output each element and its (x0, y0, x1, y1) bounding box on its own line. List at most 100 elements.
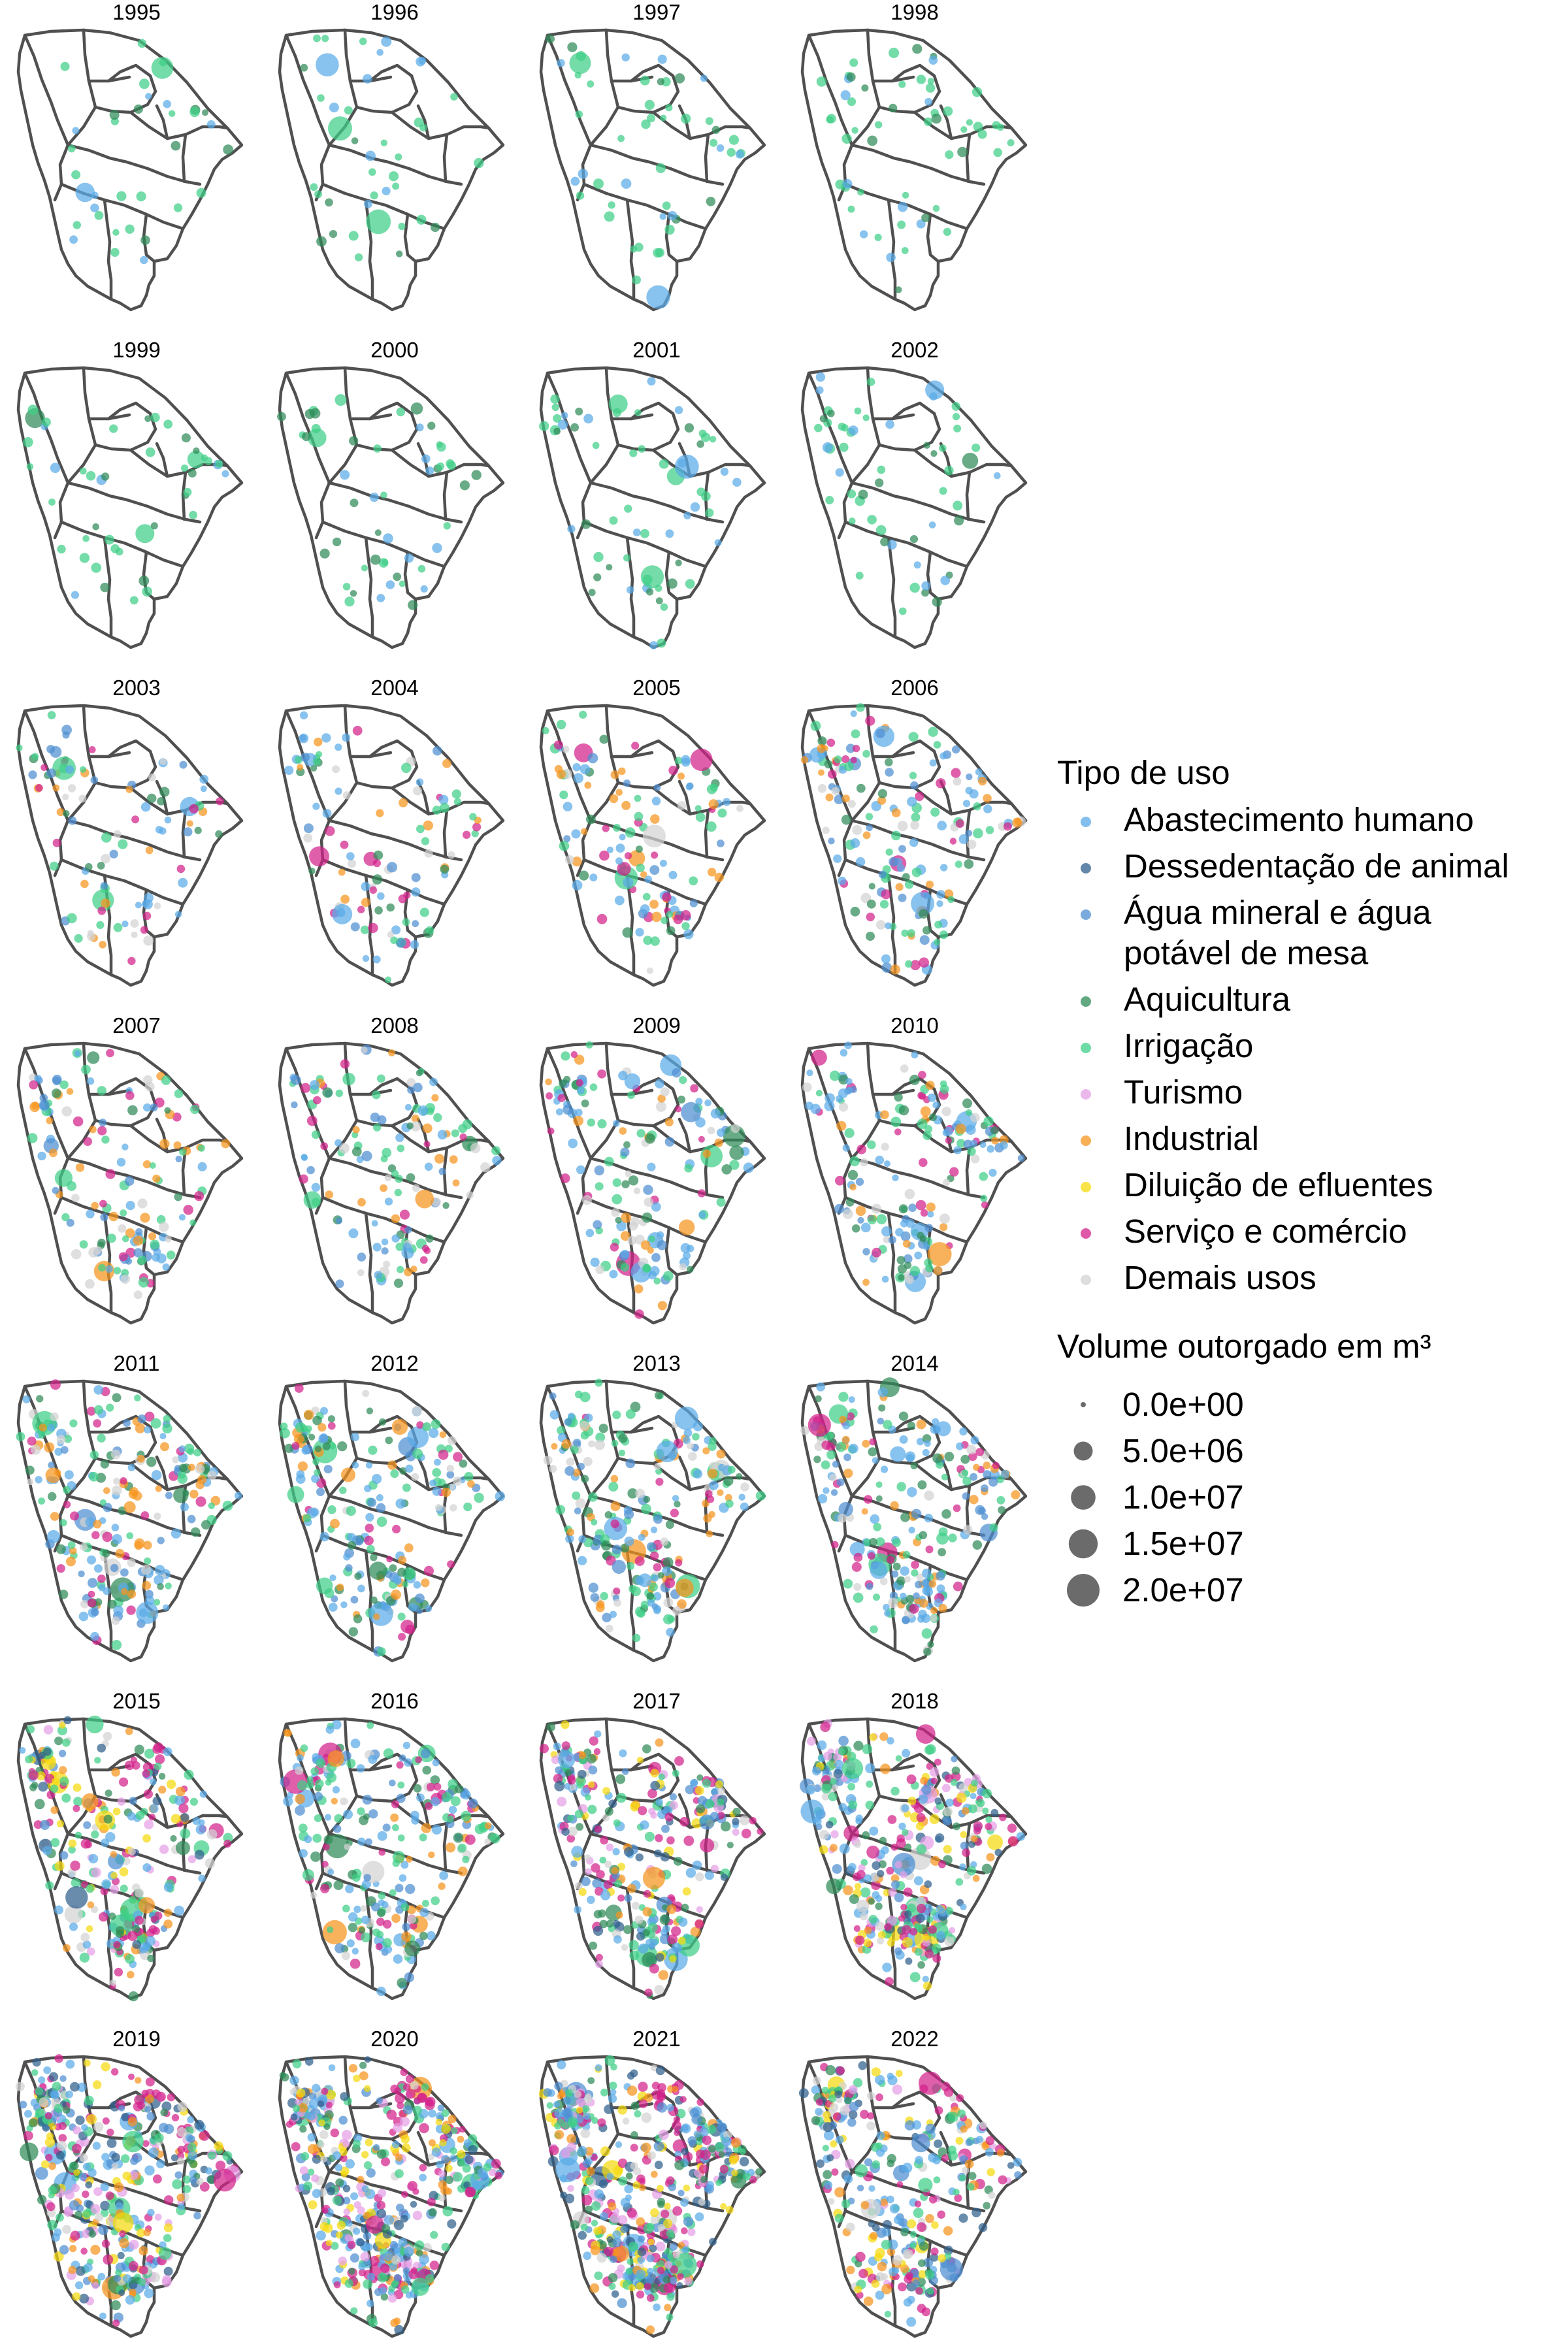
point-servico (909, 1604, 919, 1614)
point-aquicultura (416, 1070, 423, 1077)
point-aquicultura (314, 1445, 322, 1452)
point-servico (465, 1834, 476, 1845)
point-agua_mineral (52, 1076, 61, 1086)
point-agua_mineral (404, 1226, 412, 1233)
point-servico (325, 826, 335, 836)
point-agua_mineral (564, 1466, 575, 1476)
point-demais (431, 1197, 441, 1207)
point-servico (130, 1756, 137, 1763)
panel-title: 2017 (632, 1689, 680, 1713)
basin-boundary (442, 470, 449, 521)
point-dessedentacao (85, 2181, 93, 2189)
point-abastecimento (922, 1448, 930, 1456)
point-servico (41, 764, 48, 772)
basin-boundary (53, 1379, 97, 1553)
point-abastecimento (365, 150, 376, 161)
point-irrigacao (378, 1891, 386, 1900)
point-dessedentacao (400, 2215, 408, 2223)
point-irrigacao (109, 424, 118, 433)
point-servico (868, 1552, 875, 1560)
point-industrial (391, 1214, 400, 1224)
point-industrial (330, 1518, 340, 1529)
point-industrial (655, 1738, 664, 1747)
point-servico (176, 864, 186, 874)
point-abastecimento (704, 1099, 711, 1107)
map-panel-2012: 2012 (278, 1351, 506, 1663)
point-diluicao (142, 1834, 151, 1843)
point-abastecimento (615, 843, 625, 853)
point-irrigacao (927, 78, 934, 85)
point-dessedentacao (905, 1957, 913, 1965)
point-industrial (627, 1884, 636, 1893)
point-demais (660, 1087, 670, 1097)
point-servico (102, 1531, 112, 1543)
point-servico (981, 1201, 988, 1209)
point-industrial (484, 1822, 492, 1829)
point-abastecimento (324, 1814, 332, 1821)
point-irrigacao (660, 603, 668, 611)
point-abastecimento (898, 1822, 906, 1830)
point-abastecimento (86, 1209, 95, 1218)
point-abastecimento (399, 1874, 407, 1882)
point-agua_mineral (894, 1947, 902, 1955)
point-abastecimento (346, 1939, 355, 1948)
point-abastecimento (927, 1093, 937, 1102)
point-aquicultura (866, 932, 875, 941)
point-diluicao (602, 1787, 610, 1795)
point-aquicultura (134, 1744, 144, 1755)
basin-boundary (403, 550, 417, 601)
point-abastecimento (163, 100, 171, 108)
point-aquicultura (813, 1456, 821, 1463)
map-panel-2013: 2013 (539, 1351, 766, 1663)
point-irrigacao (382, 1147, 392, 1158)
point-servico (920, 1209, 928, 1217)
point-servico (84, 1840, 92, 1849)
point-aquicultura (159, 787, 170, 797)
point-abastecimento (822, 442, 833, 453)
basin-boundary (321, 858, 446, 906)
point-irrigacao (173, 203, 183, 212)
point-irrigacao (874, 233, 882, 241)
point-agua_mineral (335, 1217, 343, 1224)
point-aquicultura (627, 1488, 638, 1499)
point-aquicultura (85, 863, 93, 871)
panel-title: 2012 (370, 1351, 418, 1375)
point-industrial (438, 1882, 446, 1890)
basin-boundary (926, 212, 940, 263)
point-irrigacao (91, 1830, 99, 1839)
point-industrial (664, 1117, 674, 1127)
point-servico (378, 1848, 385, 1856)
point-turismo (732, 1828, 740, 1836)
point-dessedentacao (364, 2056, 371, 2063)
point-industrial (163, 1919, 173, 1929)
point-irrigacao (442, 2206, 453, 2217)
point-abastecimento (659, 213, 667, 220)
point-aquicultura (127, 1105, 138, 1116)
point-demais (695, 1872, 704, 1882)
point-aquicultura (654, 1391, 663, 1400)
point-abastecimento (659, 859, 667, 867)
point-irrigacao (82, 2209, 91, 2218)
point-dessedentacao (410, 2200, 417, 2208)
point-demais (842, 1209, 853, 1219)
point-aquicultura (157, 797, 166, 806)
point-abastecimento (328, 2064, 336, 2072)
point-industrial (629, 850, 645, 867)
point-irrigacao (314, 190, 323, 199)
point-servico (400, 2068, 408, 2076)
point-aquicultura (687, 1266, 694, 1273)
point-irrigacao (35, 2108, 44, 2118)
point-irrigacao (50, 1784, 59, 1793)
point-abastecimento (738, 1494, 745, 1501)
point-aquicultura (646, 1592, 655, 1600)
point-industrial (338, 868, 346, 876)
point-abastecimento (875, 1155, 885, 1165)
point-irrigacao (151, 57, 174, 79)
point-servico (153, 2174, 162, 2184)
point-demais (154, 902, 161, 909)
point-agua_mineral (367, 1497, 377, 1507)
point-irrigacao (52, 2082, 61, 2091)
point-aquicultura (170, 1835, 177, 1842)
point-abastecimento (881, 1465, 889, 1473)
point-aquicultura (194, 826, 202, 834)
